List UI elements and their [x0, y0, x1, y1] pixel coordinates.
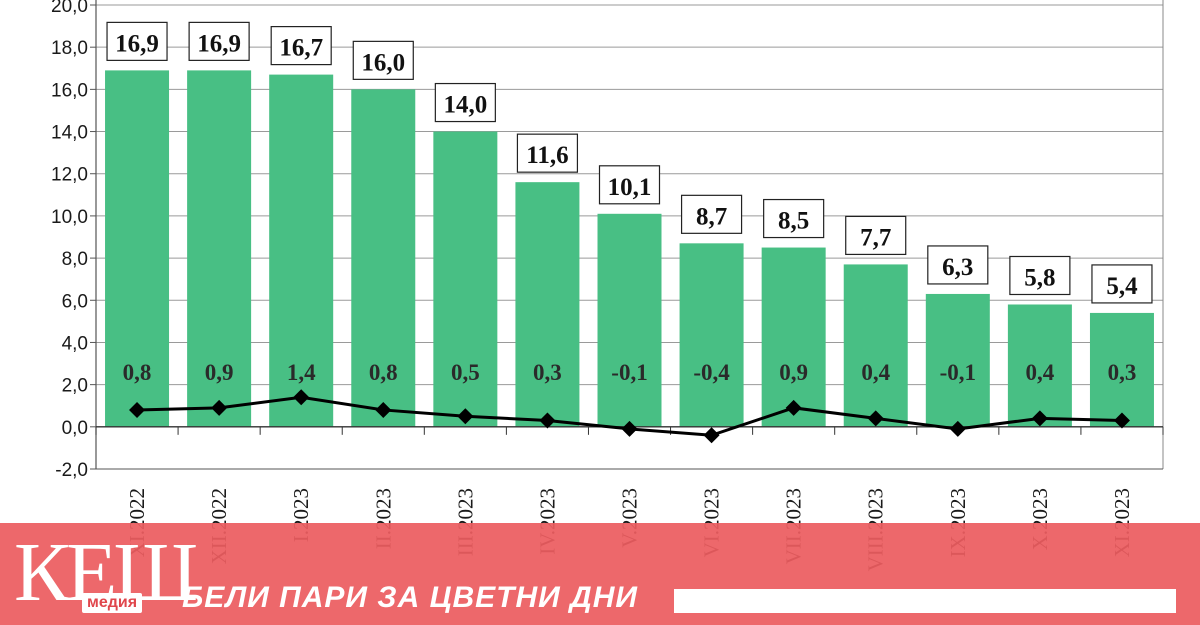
brand-tagline: БЕЛИ ПАРИ ЗА ЦВЕТНИ ДНИ — [182, 581, 638, 614]
bar-label-box — [1009, 255, 1071, 296]
y-tick-label: 12,0 — [51, 165, 88, 186]
bar — [187, 70, 252, 427]
y-tick-label: 18,0 — [51, 38, 88, 59]
bar-value-label: 16,0 — [361, 49, 405, 76]
bar — [925, 293, 990, 427]
y-tick-label: 4,0 — [62, 333, 88, 354]
bar-value-label: 5,4 — [1106, 273, 1138, 300]
line-point — [949, 420, 966, 437]
y-tick-label: 14,0 — [51, 123, 88, 144]
line-value-label: -0,4 — [693, 360, 730, 385]
y-tick-label: 2,0 — [62, 376, 88, 397]
bar-value-label: 14,0 — [443, 92, 487, 119]
bar-label-box — [845, 215, 907, 256]
line-point — [129, 401, 146, 418]
line-value-label: 0,8 — [123, 360, 152, 385]
bar — [679, 243, 744, 427]
y-tick-label: 20,0 — [51, 0, 88, 17]
bar-value-label: 10,1 — [608, 174, 652, 201]
bar-label-box — [598, 165, 661, 205]
line-point — [703, 427, 720, 444]
bar-label-box — [106, 21, 168, 61]
line-value-label: 0,9 — [205, 360, 234, 385]
bar-value-label: 5,8 — [1024, 264, 1055, 291]
bar-label-box — [188, 21, 250, 61]
brand-logo-subtitle: медия — [82, 593, 143, 613]
bar — [105, 70, 170, 427]
bar-label-box — [270, 26, 332, 66]
line-point — [867, 410, 884, 427]
line-value-label: 0,8 — [369, 360, 398, 385]
y-tick-label: 6,0 — [62, 291, 88, 312]
brand-banner: КЕШ медия БЕЛИ ПАРИ ЗА ЦВЕТНИ ДНИ — [0, 523, 1200, 625]
bar — [1007, 304, 1072, 427]
banner-white-strip — [674, 589, 1176, 613]
line-value-label: 0,4 — [1026, 360, 1055, 385]
y-tick-label: 16,0 — [51, 80, 88, 101]
bar-value-label: 7,7 — [860, 224, 891, 251]
y-tick-label: 0,0 — [62, 418, 88, 439]
y-tick-label: -2,0 — [55, 460, 88, 481]
bar — [1089, 312, 1154, 427]
bar — [515, 182, 580, 427]
line-value-label: 0,3 — [533, 360, 562, 385]
bar-label-box — [680, 194, 743, 234]
line-point — [457, 408, 474, 425]
line-point — [539, 412, 556, 429]
bar-label-box — [352, 40, 414, 80]
line-value-label: 0,5 — [451, 360, 480, 385]
line-value-label: -0,1 — [611, 360, 647, 385]
line-point — [621, 420, 638, 437]
bar-value-label: 16,9 — [197, 30, 241, 57]
bar-value-label: 6,3 — [942, 254, 973, 281]
bar-value-label: 11,6 — [526, 142, 568, 169]
line-value-label: 0,4 — [861, 360, 890, 385]
line-point — [293, 389, 310, 406]
line-value-label: 0,9 — [779, 360, 808, 385]
bar-label-box — [516, 133, 579, 173]
line-point — [785, 399, 802, 416]
line-point — [211, 399, 228, 416]
bar — [597, 213, 662, 427]
bar-value-label: 8,5 — [778, 208, 809, 235]
bar-label-box — [927, 245, 989, 285]
line-point — [1031, 410, 1048, 427]
bar — [351, 89, 416, 427]
y-tick-label: 8,0 — [62, 249, 88, 270]
bar-label-box — [1091, 264, 1153, 304]
bar — [843, 264, 908, 427]
bar-label-box — [434, 82, 496, 123]
bar — [269, 74, 334, 427]
bar-label-box — [763, 198, 825, 239]
bar — [433, 131, 498, 427]
bar-value-label: 16,9 — [115, 30, 159, 57]
bar-value-label: 8,7 — [696, 203, 727, 230]
line-value-label: 1,4 — [287, 360, 316, 385]
line-point — [375, 401, 392, 418]
line-point — [1113, 412, 1130, 429]
bar — [761, 247, 826, 427]
y-tick-label: 10,0 — [51, 207, 88, 228]
bar-value-label: 16,7 — [279, 35, 323, 62]
line-value-label: 0,3 — [1108, 360, 1137, 385]
line-value-label: -0,1 — [940, 360, 976, 385]
